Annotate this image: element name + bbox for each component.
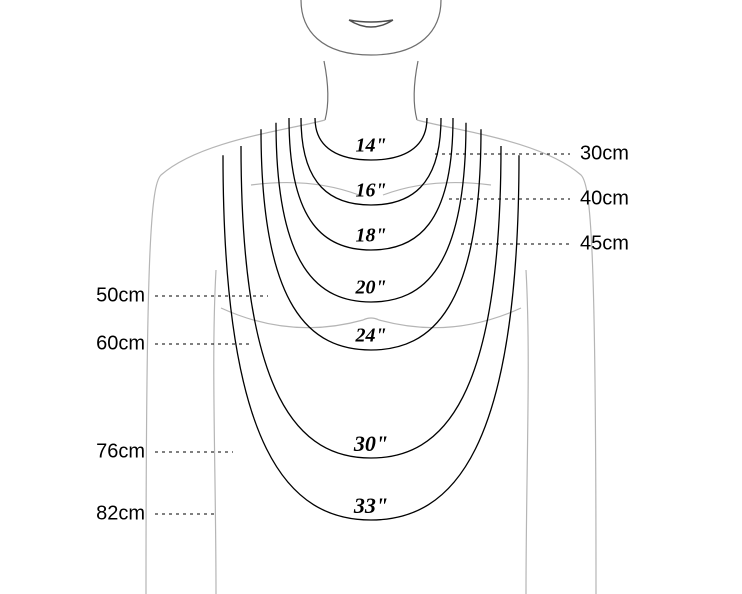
inch-label-24in: 24" (355, 325, 386, 348)
inch-label-33in: 33" (354, 493, 388, 519)
necklace-length-diagram: { "canvas": { "width": 742, "height": 59… (0, 0, 742, 594)
inch-label-16in: 16" (355, 180, 386, 203)
cm-label-45cm: 45cm (580, 233, 629, 256)
cm-label-40cm: 40cm (580, 188, 629, 211)
inch-label-14in: 14" (355, 135, 386, 158)
cm-label-60cm: 60cm (96, 333, 145, 356)
cm-label-76cm: 76cm (96, 441, 145, 464)
inch-label-18in: 18" (355, 225, 386, 248)
inch-label-20in: 20" (355, 277, 386, 300)
necklace-chains (223, 118, 519, 520)
cm-label-50cm: 50cm (96, 285, 145, 308)
cm-label-82cm: 82cm (96, 503, 145, 526)
cm-label-30cm: 30cm (580, 143, 629, 166)
inch-label-30in: 30" (354, 431, 388, 457)
